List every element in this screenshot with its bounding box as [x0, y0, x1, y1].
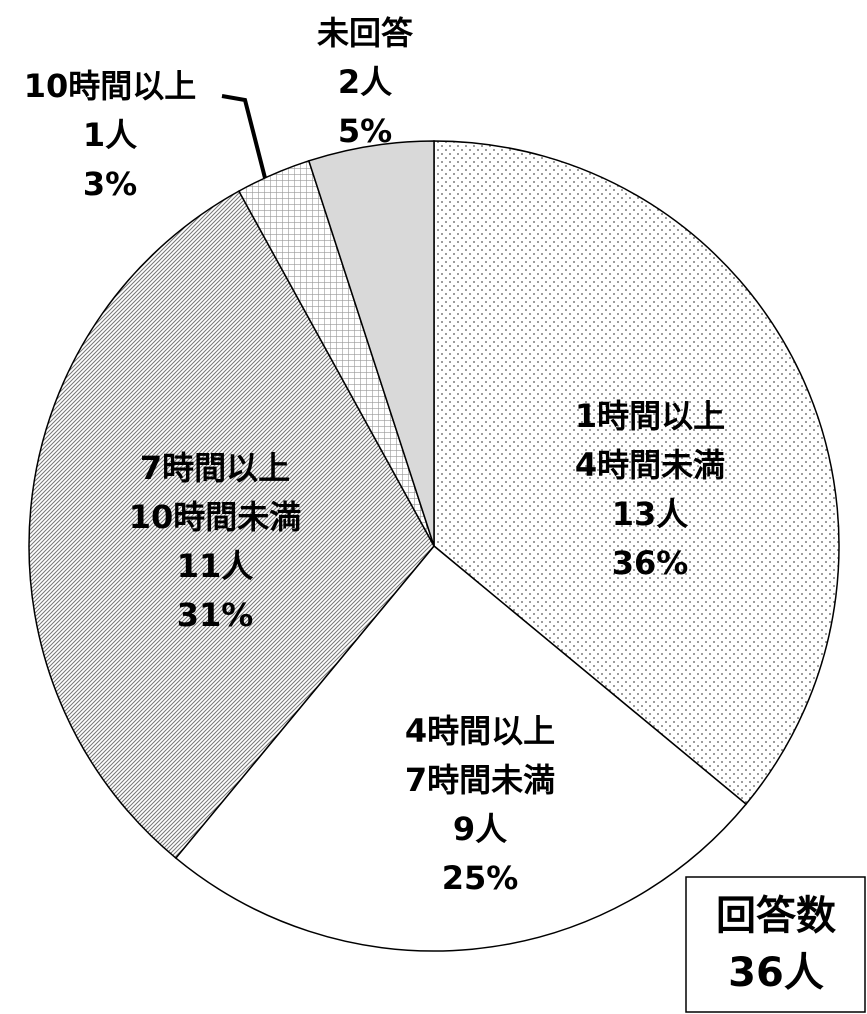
value-label: 25%: [442, 859, 519, 897]
pie-slice: [28, 190, 435, 860]
slice-label: 10時間未満: [129, 498, 302, 536]
slice-label: 未回答: [317, 14, 414, 52]
slice-label: 7時間以上: [140, 449, 290, 487]
total-title: 回答数: [716, 893, 836, 939]
slice-label: 1時間以上: [575, 397, 725, 435]
count-label: 11人: [177, 547, 254, 585]
slice-label: 7時間未満: [405, 761, 555, 799]
value-label: 3%: [83, 165, 137, 203]
pie-slice: [174, 544, 748, 952]
total-box: [685, 876, 866, 1013]
slice-label: 10時間以上: [24, 67, 197, 105]
count-label: 9人: [453, 810, 507, 848]
count-label: 1人: [83, 116, 137, 154]
count-label: 13人: [612, 495, 689, 533]
slice-label: 4時間未満: [575, 446, 725, 484]
value-label: 36%: [612, 544, 689, 582]
pie-slice: [433, 140, 840, 806]
total-count: 36人: [728, 950, 824, 996]
pie-slice: [307, 140, 435, 547]
count-label: 2人: [338, 63, 392, 101]
leader-line: [221, 94, 267, 179]
value-label: 31%: [177, 596, 254, 634]
value-label: 5%: [338, 112, 392, 150]
slice-label: 4時間以上: [405, 712, 555, 750]
